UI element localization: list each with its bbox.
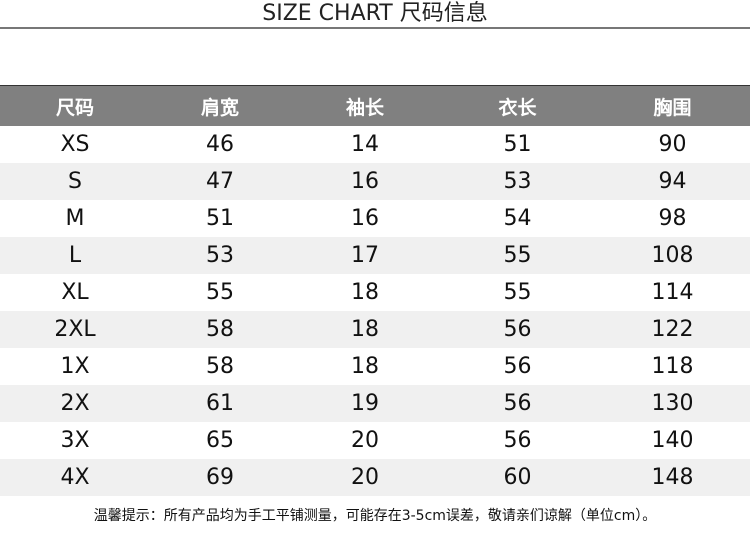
size-table: 尺码 肩宽 袖长 衣长 胸围 XS 46 14 51 90 S 47 16 53 94 M 51 16 54 98 L… [0,85,750,496]
table-row: 2XL 58 18 56 122 [0,311,750,348]
table-cell: XS [60,132,90,157]
table-cell: 16 [351,206,379,231]
column-header: 肩宽 [200,96,239,119]
table-cell: 56 [503,354,532,379]
table-body: XS 46 14 51 90 S 47 16 53 94 M 51 16 54 98 L 53 17 55 108 XL… [0,126,750,496]
table-cell: 1X [60,354,90,379]
table-cell: 108 [651,243,694,268]
table-cell: 148 [651,465,694,490]
table-cell: S [68,169,82,194]
table-cell: 18 [351,317,379,342]
table-cell: 130 [651,391,694,416]
table-cell: 56 [503,317,532,342]
table-cell: 140 [651,428,694,453]
column-header: 袖长 [345,96,384,119]
table-cell: 18 [351,354,379,379]
table-cell: 2X [60,391,90,416]
table-cell: 47 [206,169,234,194]
table-row: 3X 65 20 56 140 [0,422,750,459]
table-cell: 58 [206,317,234,342]
table-cell: 61 [206,391,234,416]
table-cell: 4X [60,465,90,490]
table-row: XL 55 18 55 114 [0,274,750,311]
table-row: 2X 61 19 56 130 [0,385,750,422]
table-cell: 46 [206,132,234,157]
table-cell: 58 [206,354,234,379]
table-row: L 53 17 55 108 [0,237,750,274]
page-title: SIZE CHART 尺码信息 [262,1,488,26]
table-cell: 14 [351,132,379,157]
table-row: S 47 16 53 94 [0,163,750,200]
column-header: 衣长 [498,96,537,119]
column-header: 胸围 [653,96,692,119]
title-divider [0,27,750,29]
table-cell: 51 [206,206,234,231]
table-cell: 55 [206,280,234,305]
table-cell: 2XL [54,317,96,342]
table-row: 4X 69 20 60 148 [0,459,750,496]
table-cell: 65 [206,428,234,453]
table-cell: 94 [658,169,687,194]
table-cell: 16 [351,169,379,194]
table-cell: 18 [351,280,379,305]
table-cell: 90 [658,132,687,157]
table-cell: 98 [658,206,687,231]
table-cell: 17 [351,243,379,268]
table-cell: 55 [503,280,532,305]
table-cell: 60 [503,465,532,490]
table-cell: 53 [503,169,532,194]
column-header: 尺码 [55,96,94,119]
table-cell: 51 [503,132,532,157]
table-cell: 54 [503,206,532,231]
table-cell: 56 [503,428,532,453]
table-cell: 19 [351,391,379,416]
table-cell: 55 [503,243,532,268]
table-cell: 3X [60,428,90,453]
table-cell: XL [61,280,89,305]
table-cell: 20 [351,465,379,490]
measurement-note: 温馨提示：所有产品均为手工平铺测量，可能存在3-5cm误差，敬请亲们谅解（单位c… [93,508,657,524]
table-cell: M [65,206,85,231]
table-cell: 53 [206,243,234,268]
table-row: M 51 16 54 98 [0,200,750,237]
table-cell: L [68,243,82,268]
table-row: XS 46 14 51 90 [0,126,750,163]
table-cell: 56 [503,391,532,416]
table-row: 1X 58 18 56 118 [0,348,750,385]
table-header: 尺码 肩宽 袖长 衣长 胸围 [0,85,750,126]
table-cell: 122 [651,317,694,342]
table-cell: 69 [206,465,234,490]
table-cell: 118 [651,354,694,379]
table-cell: 20 [351,428,379,453]
table-cell: 114 [651,280,694,305]
